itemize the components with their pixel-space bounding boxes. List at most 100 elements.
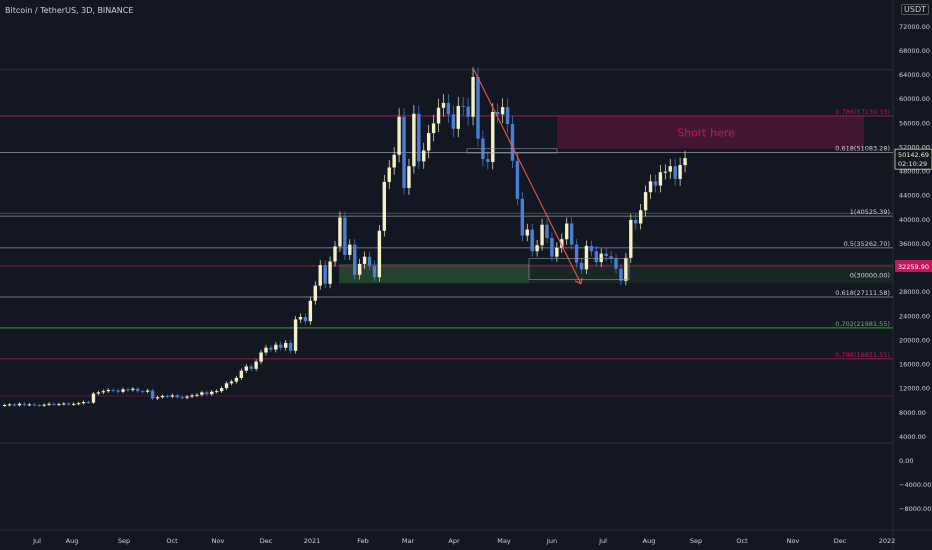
fib-label: 0(30000.00): [850, 272, 890, 280]
y-tick-label: −4000.00: [899, 481, 931, 489]
candle: [604, 253, 608, 257]
candle: [279, 344, 283, 348]
candle: [486, 159, 490, 163]
candle: [141, 391, 145, 393]
candle: [3, 405, 7, 407]
candle: [249, 366, 253, 369]
y-tick-label: 4000.00: [899, 433, 926, 441]
short-zone-label: Short here: [677, 126, 735, 139]
candle: [348, 244, 352, 255]
candle: [422, 150, 426, 162]
candle: [136, 388, 140, 392]
candle: [609, 256, 613, 259]
x-tick-label: Dec: [834, 537, 847, 545]
candle: [150, 390, 155, 399]
fib-label: 0.786(16851.51): [835, 351, 890, 359]
currency-selector[interactable]: USDT: [901, 4, 929, 15]
candle: [72, 403, 76, 405]
candle: [293, 319, 298, 351]
candle: [382, 181, 387, 231]
candle: [111, 389, 115, 391]
candle: [264, 347, 268, 353]
candle: [57, 404, 61, 406]
x-tick-label: Feb: [357, 537, 369, 545]
candle: [343, 217, 347, 255]
candle: [397, 116, 401, 155]
candle: [106, 389, 110, 392]
candle: [505, 107, 510, 125]
candle: [515, 160, 520, 199]
x-tick-label: 2022: [879, 537, 896, 545]
candle: [589, 245, 594, 252]
candle: [338, 217, 342, 247]
x-tick-label: Oct: [166, 537, 178, 545]
candle: [76, 403, 81, 405]
candle: [195, 394, 199, 396]
y-tick-label: 36000.00: [899, 240, 930, 248]
candle: [574, 244, 579, 263]
candle: [47, 403, 51, 405]
candle: [624, 257, 628, 281]
candle: [555, 247, 559, 257]
x-tick-label: Oct: [736, 537, 748, 545]
fib-label: 0.618(51083.28): [835, 144, 890, 152]
y-tick-label: 52000.00: [899, 143, 930, 151]
candle: [362, 256, 367, 264]
candle: [638, 210, 643, 224]
candle: [318, 265, 322, 286]
candle: [323, 265, 327, 284]
candle: [392, 154, 396, 168]
y-tick-label: 8000.00: [899, 409, 926, 417]
x-tick-label: Sep: [118, 537, 130, 545]
y-tick-label: 64000.00: [899, 71, 930, 79]
candle: [81, 402, 86, 404]
candle: [456, 105, 460, 129]
y-tick-label: 48000.00: [899, 168, 930, 176]
y-tick-label: 72000.00: [899, 23, 930, 31]
candle: [298, 316, 303, 320]
candle: [648, 181, 653, 193]
candle: [42, 404, 46, 406]
candle: [170, 395, 175, 397]
candle: [180, 397, 184, 399]
candle: [569, 223, 574, 245]
candle: [22, 403, 27, 405]
y-tick-label: 40000.00: [899, 216, 930, 224]
x-tick-label: Nov: [212, 537, 225, 545]
x-tick-label: May: [497, 537, 511, 545]
candle: [619, 268, 623, 281]
candle: [62, 403, 66, 405]
last-price-value: 50142.69: [898, 151, 929, 159]
candle: [560, 239, 564, 248]
candle: [510, 124, 515, 161]
candle: [683, 158, 687, 166]
fib-label: 0.5(35262.70): [844, 240, 890, 248]
candle: [155, 397, 160, 399]
chart-title: Bitcoin / TetherUS, 3D, BINANCE: [5, 6, 134, 15]
x-tick-label: Dec: [260, 537, 273, 545]
candle: [520, 198, 525, 236]
candle: [377, 230, 382, 278]
fib-label: 1(40525.39): [850, 208, 890, 216]
candle: [614, 258, 618, 269]
candle: [367, 256, 372, 266]
candle: [91, 393, 96, 403]
candle: [200, 392, 204, 395]
candle: [530, 229, 534, 252]
candle: [101, 391, 105, 393]
candle: [545, 224, 549, 238]
candle: [165, 395, 170, 397]
candle: [239, 370, 244, 378]
candle: [126, 389, 130, 391]
candle: [308, 300, 313, 322]
candle: [491, 111, 495, 163]
y-tick-label: 28000.00: [899, 288, 930, 296]
candle: [27, 404, 32, 406]
candle: [407, 166, 411, 188]
y-tick-label: 16000.00: [899, 361, 930, 369]
trend-line: [473, 69, 582, 285]
candle: [86, 402, 91, 404]
candle: [269, 347, 273, 350]
candle: [205, 392, 209, 395]
